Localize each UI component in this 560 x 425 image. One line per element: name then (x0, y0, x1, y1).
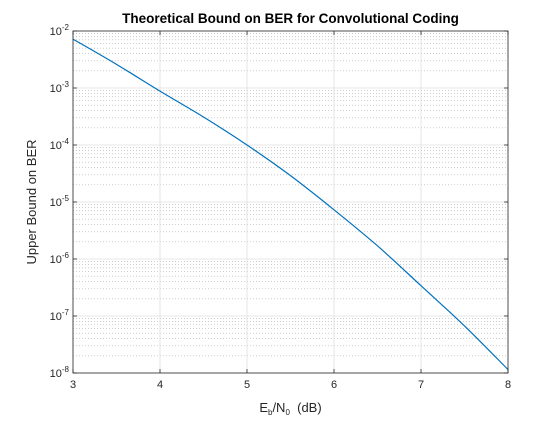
minor-grid (73, 33, 508, 357)
y-tick-label-base: 10 (50, 368, 62, 380)
chart-title: Theoretical Bound on BER for Convolution… (122, 11, 459, 26)
x-tick-label: 5 (244, 379, 250, 391)
y-tick-label-exponent: -3 (62, 80, 70, 89)
y-tick-label: 10-7 (50, 308, 70, 323)
y-axis-label: Upper Bound on BER (24, 139, 39, 264)
y-tick-label-base: 10 (50, 83, 62, 95)
y-tick-label: 10-2 (50, 23, 70, 38)
y-tick-label: 10-4 (50, 137, 70, 152)
x-axis-label-unit: (dB) (290, 400, 322, 415)
y-tick-label: 10-8 (50, 365, 70, 380)
x-tick-label: 4 (157, 379, 163, 391)
y-tick-label-base: 10 (50, 197, 62, 209)
y-axis-ticks: 10-810-710-610-510-410-310-2 (50, 23, 508, 380)
y-tick-label: 10-6 (50, 251, 70, 266)
x-tick-label: 3 (70, 379, 76, 391)
y-tick-label-exponent: -5 (62, 194, 70, 203)
x-tick-label: 8 (505, 379, 511, 391)
y-tick-label-exponent: -6 (62, 251, 70, 260)
y-tick-label-exponent: -2 (62, 23, 70, 32)
y-tick-label: 10-3 (50, 80, 70, 95)
x-tick-label: 7 (418, 379, 424, 391)
y-tick-label-exponent: -8 (62, 365, 70, 374)
y-tick-label-exponent: -4 (62, 137, 70, 146)
x-axis-label-e: E (259, 400, 268, 415)
y-tick-label-base: 10 (50, 311, 62, 323)
x-axis-label-sub-b: b (268, 408, 273, 417)
x-axis-label-sub-0: 0 (285, 408, 290, 417)
x-axis-label-n: /N (272, 400, 285, 415)
x-tick-label: 6 (331, 379, 337, 391)
y-tick-label-exponent: -7 (62, 308, 70, 317)
y-tick-label-base: 10 (50, 26, 62, 38)
y-tick-label: 10-5 (50, 194, 70, 209)
y-tick-label-base: 10 (50, 254, 62, 266)
x-axis-ticks: 3 4 5 6 7 8 (70, 31, 511, 391)
x-axis-label: Eb/N0 (dB) (259, 400, 321, 417)
ber-bound-line (72, 38, 509, 370)
y-tick-label-base: 10 (50, 140, 62, 152)
